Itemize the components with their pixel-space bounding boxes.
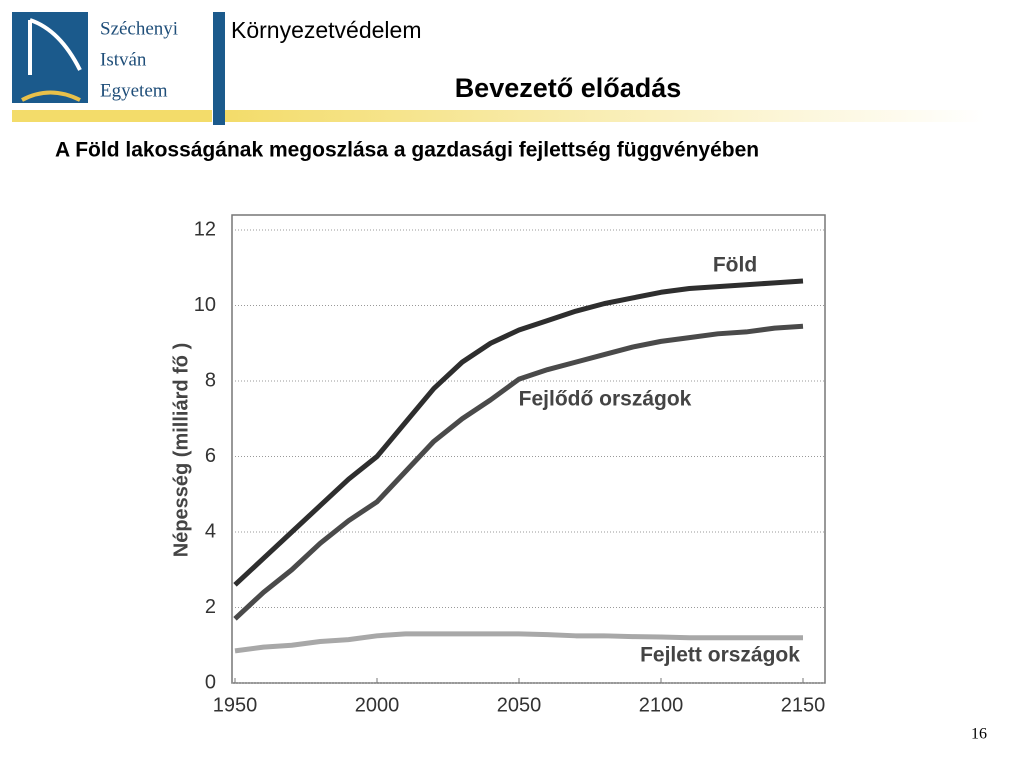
course-name: Környezetvédelem	[231, 17, 422, 43]
y-tick-label: 0	[205, 671, 216, 693]
series-line	[233, 278, 804, 587]
lecture-title: Bevezető előadás	[455, 73, 682, 103]
series-line	[233, 323, 804, 621]
header-bar	[213, 12, 225, 125]
header-band	[225, 110, 985, 122]
logo-box	[12, 12, 88, 103]
x-tick-label: 2000	[355, 694, 400, 716]
logo-text: Széchenyi	[100, 18, 178, 39]
y-tick-label: 12	[194, 218, 216, 240]
series-label: Föld	[713, 254, 757, 277]
y-tick-label: 6	[205, 445, 216, 467]
y-axis-label: Népesség (milliárd fő )	[170, 343, 192, 558]
y-tick-label: 2	[205, 596, 216, 618]
logo-bridge	[28, 18, 82, 75]
y-tick-label: 10	[194, 294, 216, 316]
logo-wave	[21, 90, 81, 102]
x-tick-label: 2100	[639, 694, 684, 716]
logo-text: Egyetem	[100, 80, 168, 101]
x-tick-label: 2050	[497, 694, 542, 716]
series-line	[234, 631, 803, 654]
x-tick-label: 1950	[213, 694, 258, 716]
logo-text: István	[100, 49, 147, 70]
y-tick-label: 4	[205, 520, 216, 542]
series-label: Fejlődő országok	[519, 388, 692, 411]
y-tick-label: 8	[205, 369, 216, 391]
series-label: Fejlett országok	[640, 644, 800, 667]
x-tick-label: 2150	[781, 694, 826, 716]
plot-frame	[231, 214, 826, 684]
slide-title: A Föld lakosságának megoszlása a gazdasá…	[55, 139, 759, 162]
page-number: 16	[971, 726, 987, 743]
header-band	[12, 110, 212, 122]
